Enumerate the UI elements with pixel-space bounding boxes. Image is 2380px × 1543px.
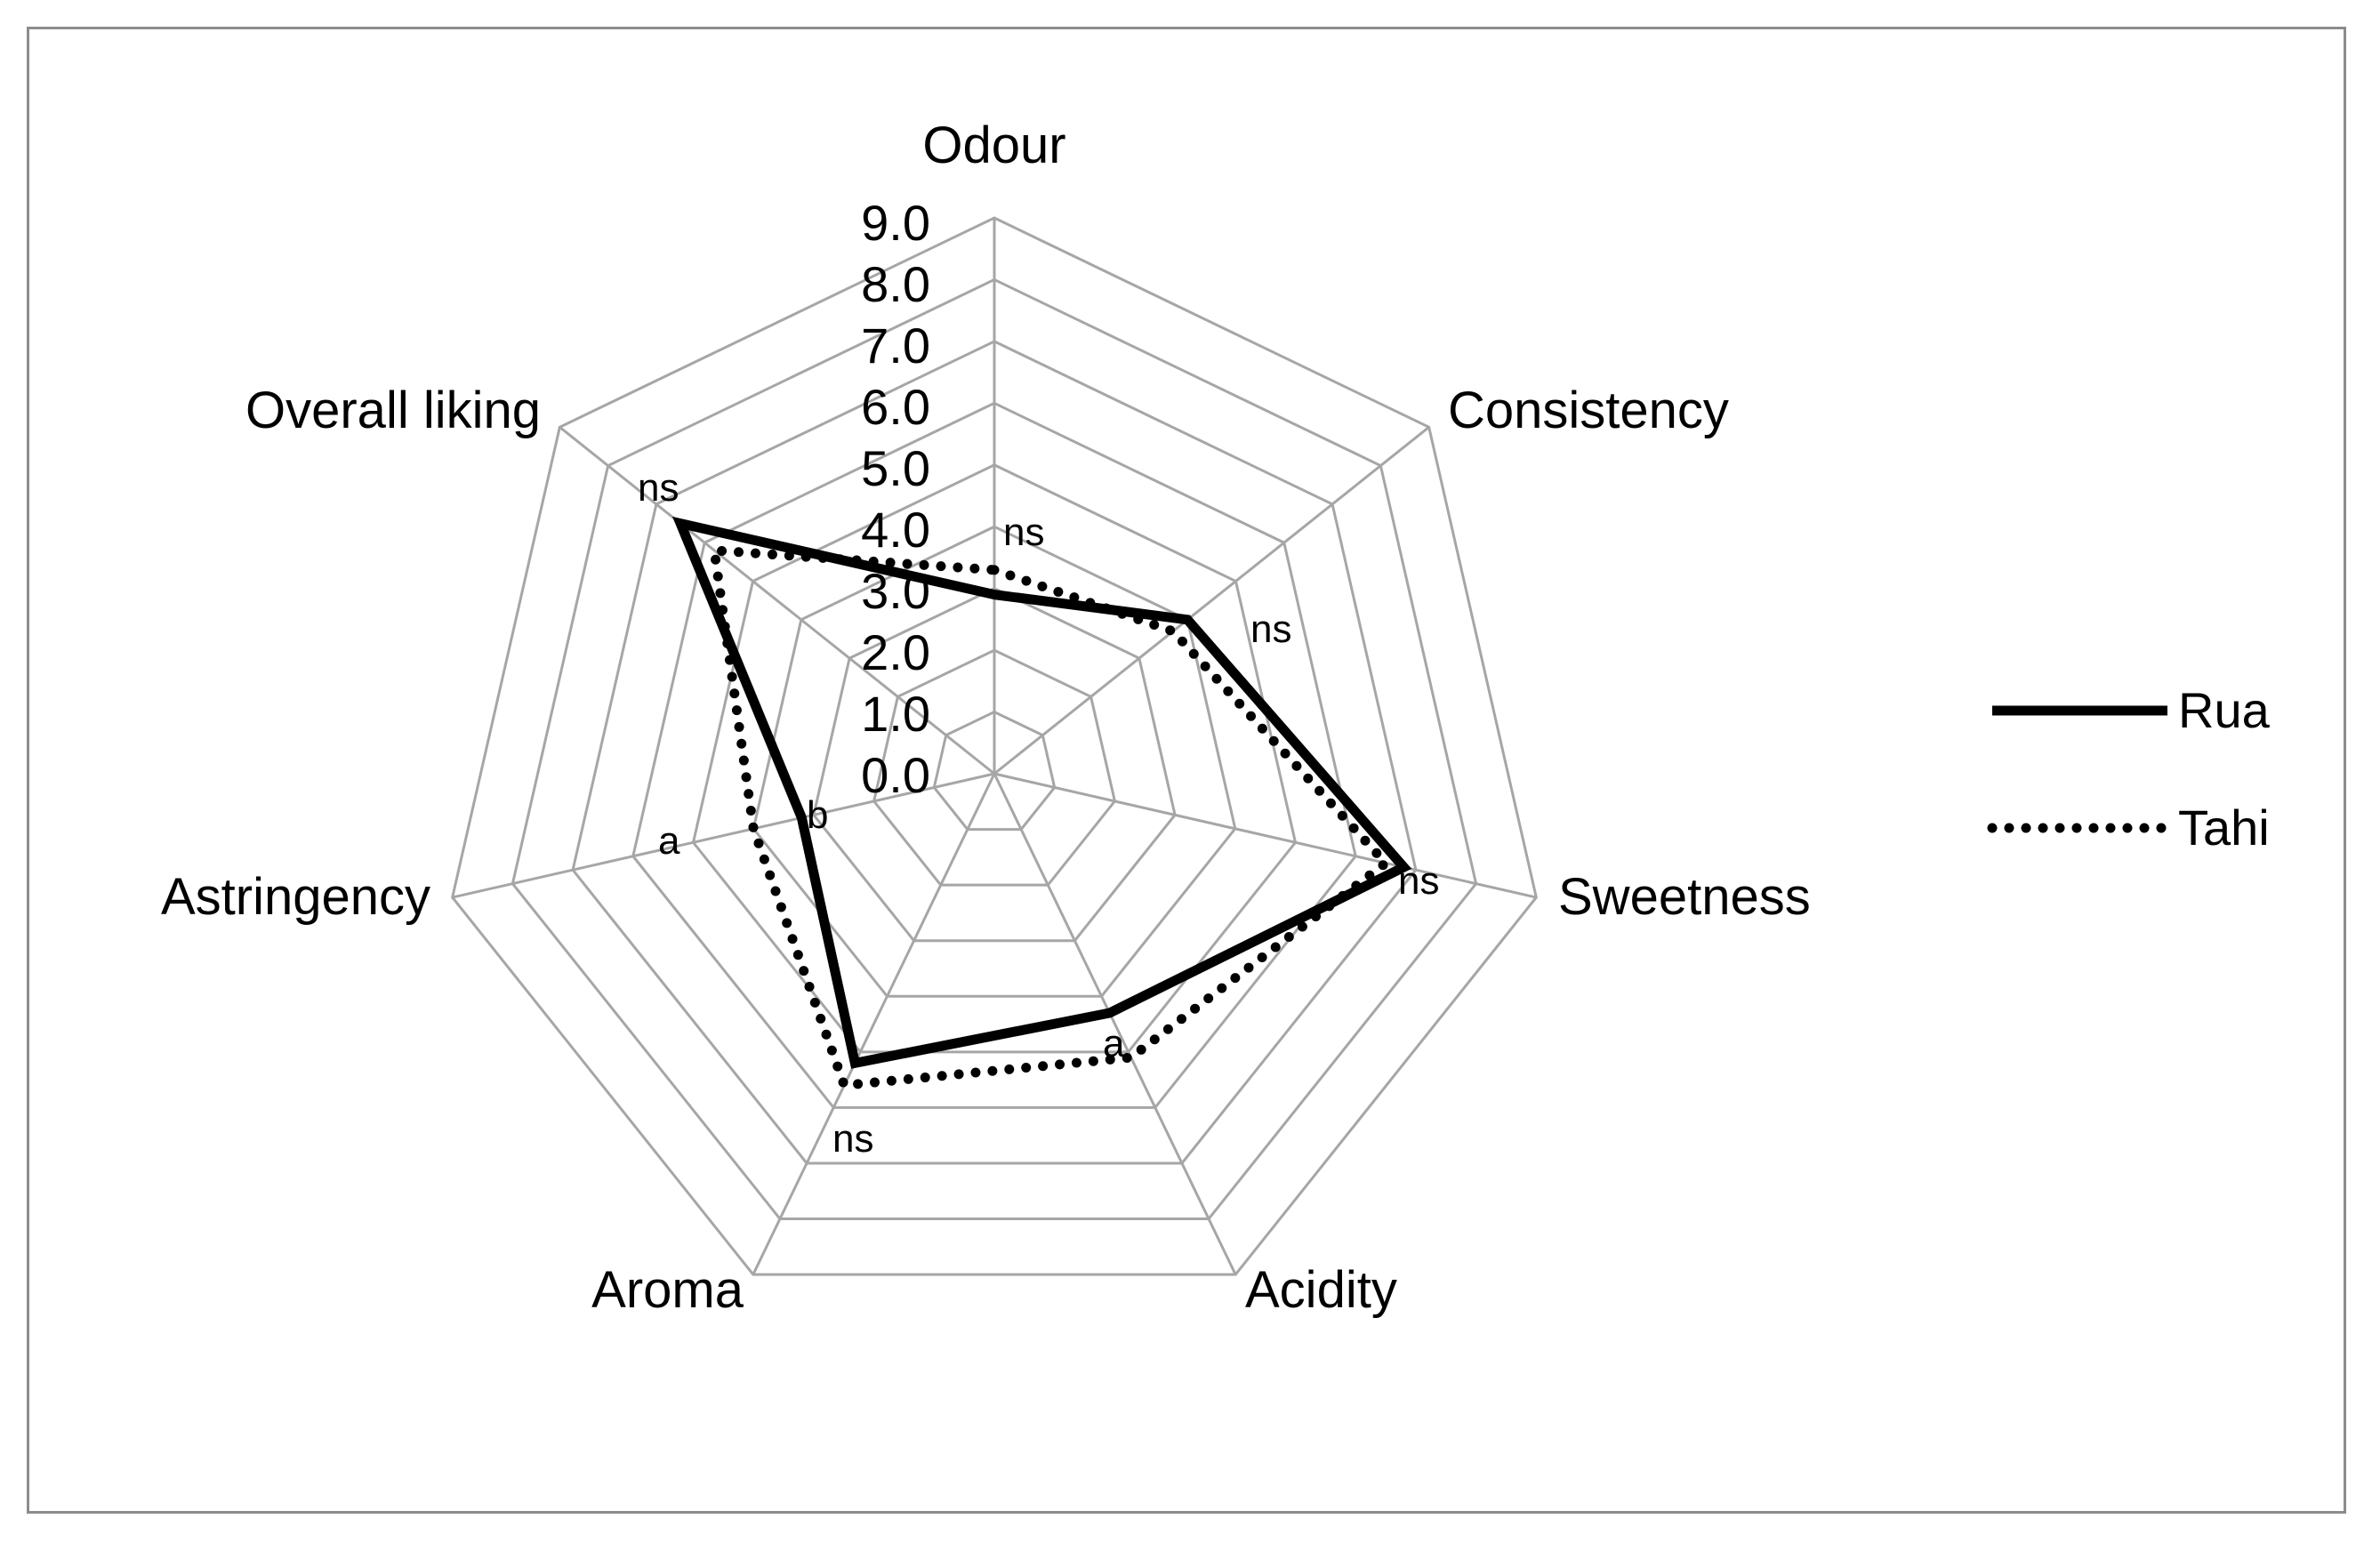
axis-label-odour: Odour bbox=[922, 117, 1065, 174]
grid-ring bbox=[571, 340, 1418, 1165]
tick-label: 8.0 bbox=[861, 256, 930, 312]
significance-label-acidity: a bbox=[1103, 1022, 1125, 1065]
grid-ring bbox=[812, 587, 1177, 943]
grid-ring bbox=[631, 401, 1357, 1109]
legend: Rua Tahi bbox=[1987, 682, 2271, 856]
grid-spoke bbox=[752, 773, 996, 1275]
tick-label: 0.0 bbox=[861, 747, 930, 803]
grid-ring bbox=[511, 277, 1478, 1221]
axis-label-overall-liking: Overall liking bbox=[245, 382, 541, 439]
significance-label-aroma: ns bbox=[832, 1117, 873, 1161]
tick-label: 2.0 bbox=[861, 624, 930, 680]
significance-label-odour: ns bbox=[1003, 510, 1044, 554]
grid-spoke bbox=[993, 773, 1237, 1275]
axis-labels: Odour Consistency Sweetness Acidity Arom… bbox=[161, 117, 1811, 1319]
tick-label: 1.0 bbox=[861, 686, 930, 742]
tick-labels: 0.0 1.0 2.0 3.0 4.0 5.0 6.0 7.0 8.0 9.0 bbox=[861, 195, 930, 803]
chart-frame bbox=[27, 27, 2346, 1514]
grid-ring bbox=[872, 648, 1117, 887]
series-rua-line bbox=[671, 516, 1412, 1069]
series-tahi-line bbox=[708, 544, 1394, 1091]
tick-label: 7.0 bbox=[861, 317, 930, 374]
radar-grid bbox=[451, 216, 1538, 1276]
tick-label: 9.0 bbox=[861, 195, 930, 251]
significance-label-sweetness: ns bbox=[1398, 859, 1439, 903]
significance-label-astringency: a bbox=[658, 819, 680, 863]
grid-spoke bbox=[559, 426, 995, 776]
significance-label-overall-liking: ns bbox=[638, 466, 679, 510]
axis-label-astringency: Astringency bbox=[161, 868, 430, 926]
tick-label: 5.0 bbox=[861, 440, 930, 496]
axis-label-consistency: Consistency bbox=[1448, 382, 1729, 439]
grid-ring bbox=[932, 710, 1057, 832]
series-layer bbox=[671, 516, 1412, 1091]
significance-labels: ns ns ns a ns a b ns bbox=[638, 466, 1439, 1161]
axis-label-aroma: Aroma bbox=[591, 1261, 744, 1319]
tick-label: 3.0 bbox=[861, 563, 930, 619]
tick-label: 4.0 bbox=[861, 502, 930, 558]
tick-label: 6.0 bbox=[861, 379, 930, 435]
grid-spoke bbox=[452, 772, 995, 899]
axis-label-acidity: Acidity bbox=[1245, 1261, 1397, 1319]
legend-label-tahi: Tahi bbox=[2178, 800, 2270, 856]
grid-spoke bbox=[993, 772, 1537, 899]
grid-ring bbox=[691, 463, 1298, 1054]
axis-label-sweetness: Sweetness bbox=[1558, 868, 1811, 926]
legend-label-rua: Rua bbox=[2178, 682, 2271, 738]
significance-label-astringency-b: b bbox=[807, 793, 828, 837]
grid-ring bbox=[451, 216, 1538, 1276]
grid-spoke bbox=[993, 426, 1430, 776]
significance-label-consistency: ns bbox=[1250, 607, 1291, 651]
